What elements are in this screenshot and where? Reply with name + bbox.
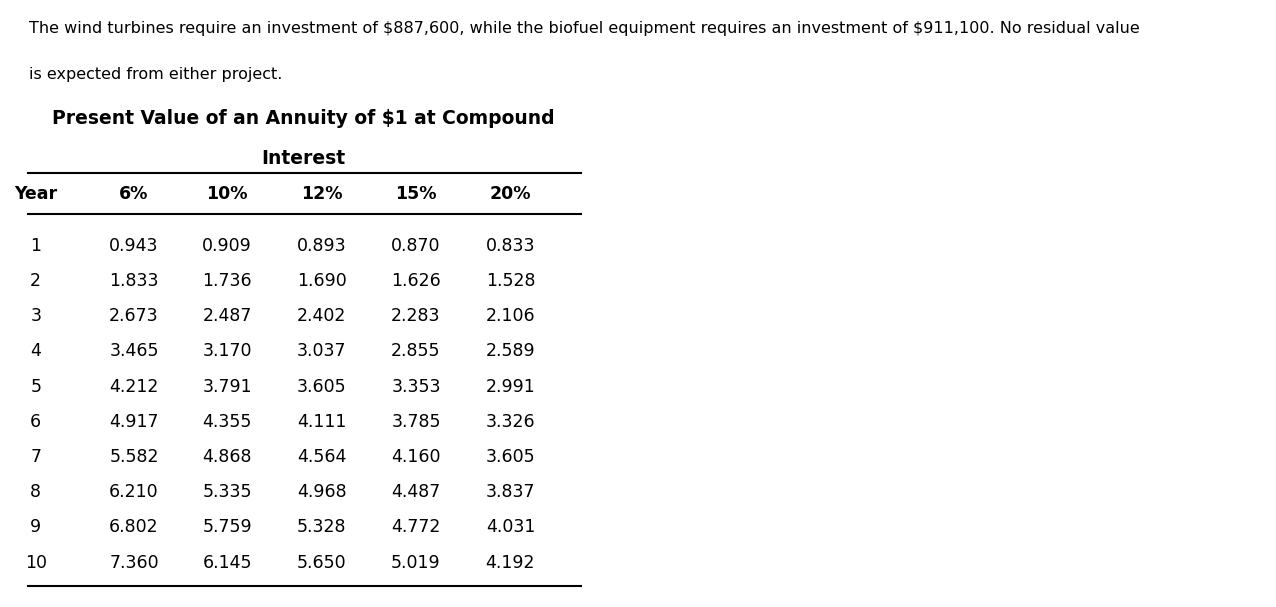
Text: 3.465: 3.465 (110, 342, 158, 361)
Text: 2.106: 2.106 (486, 307, 535, 325)
Text: 4.031: 4.031 (486, 518, 535, 537)
Text: 3.605: 3.605 (297, 378, 346, 396)
Text: 7.360: 7.360 (110, 554, 158, 572)
Text: 0.870: 0.870 (392, 237, 440, 255)
Text: 1.528: 1.528 (486, 272, 535, 290)
Text: 3.170: 3.170 (203, 342, 251, 361)
Text: 6.210: 6.210 (110, 483, 158, 501)
Text: 5.328: 5.328 (297, 518, 346, 537)
Text: is expected from either project.: is expected from either project. (29, 67, 283, 82)
Text: 7: 7 (31, 448, 41, 466)
Text: Interest: Interest (262, 149, 346, 168)
Text: 2.589: 2.589 (486, 342, 535, 361)
Text: 0.909: 0.909 (203, 237, 251, 255)
Text: 2.487: 2.487 (203, 307, 251, 325)
Text: 4.212: 4.212 (110, 378, 158, 396)
Text: 5.650: 5.650 (297, 554, 346, 572)
Text: 3.326: 3.326 (486, 413, 535, 431)
Text: 4.355: 4.355 (203, 413, 251, 431)
Text: 2.855: 2.855 (392, 342, 440, 361)
Text: 1: 1 (31, 237, 41, 255)
Text: 4.487: 4.487 (392, 483, 440, 501)
Text: 1.690: 1.690 (297, 272, 346, 290)
Text: 2: 2 (31, 272, 41, 290)
Text: 3.785: 3.785 (392, 413, 440, 431)
Text: 5: 5 (31, 378, 41, 396)
Text: Year: Year (14, 185, 57, 203)
Text: 3.791: 3.791 (203, 378, 251, 396)
Text: 4: 4 (31, 342, 41, 361)
Text: 4.772: 4.772 (392, 518, 440, 537)
Text: 5.019: 5.019 (392, 554, 440, 572)
Text: 3.605: 3.605 (486, 448, 535, 466)
Text: The wind turbines require an investment of $887,600, while the biofuel equipment: The wind turbines require an investment … (29, 21, 1139, 36)
Text: 3.353: 3.353 (392, 378, 440, 396)
Text: 5.335: 5.335 (203, 483, 251, 501)
Text: 3: 3 (31, 307, 41, 325)
Text: 15%: 15% (396, 185, 436, 203)
Text: 2.402: 2.402 (297, 307, 346, 325)
Text: 0.833: 0.833 (486, 237, 535, 255)
Text: 4.968: 4.968 (297, 483, 346, 501)
Text: 5.759: 5.759 (203, 518, 251, 537)
Text: 6: 6 (31, 413, 41, 431)
Text: 4.111: 4.111 (297, 413, 346, 431)
Text: 8: 8 (31, 483, 41, 501)
Text: 4.192: 4.192 (486, 554, 535, 572)
Text: 1.833: 1.833 (110, 272, 158, 290)
Text: 4.564: 4.564 (297, 448, 346, 466)
Text: 2.991: 2.991 (486, 378, 535, 396)
Text: 6.802: 6.802 (110, 518, 158, 537)
Text: 12%: 12% (301, 185, 342, 203)
Text: 1.626: 1.626 (392, 272, 440, 290)
Text: 3.037: 3.037 (297, 342, 346, 361)
Text: 20%: 20% (490, 185, 531, 203)
Text: 3.837: 3.837 (486, 483, 535, 501)
Text: 4.160: 4.160 (392, 448, 440, 466)
Text: 4.868: 4.868 (203, 448, 251, 466)
Text: 0.943: 0.943 (110, 237, 158, 255)
Text: 9: 9 (31, 518, 41, 537)
Text: 10: 10 (24, 554, 47, 572)
Text: 2.283: 2.283 (392, 307, 440, 325)
Text: 5.582: 5.582 (110, 448, 158, 466)
Text: 4.917: 4.917 (110, 413, 158, 431)
Text: 0.893: 0.893 (297, 237, 346, 255)
Text: 6.145: 6.145 (203, 554, 251, 572)
Text: 6%: 6% (119, 185, 149, 203)
Text: 1.736: 1.736 (203, 272, 251, 290)
Text: 10%: 10% (207, 185, 248, 203)
Text: Present Value of an Annuity of $1 at Compound: Present Value of an Annuity of $1 at Com… (52, 109, 555, 128)
Text: 2.673: 2.673 (110, 307, 158, 325)
